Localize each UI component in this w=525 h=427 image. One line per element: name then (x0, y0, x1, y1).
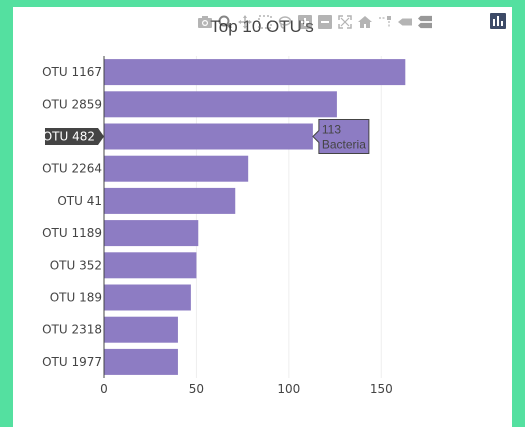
bar-otu-1167[interactable] (104, 59, 406, 86)
hover-axis-label-text: OTU 482 (43, 130, 95, 144)
y-tick-label: OTU 2264 (42, 162, 102, 176)
bars[interactable] (104, 59, 406, 375)
y-tick-label: OTU 352 (50, 258, 102, 272)
plotly-logo-icon[interactable] (490, 13, 506, 29)
y-tick-label: OTU 1167 (42, 65, 102, 79)
hover-compare-icon[interactable] (418, 15, 432, 29)
x-tick-label: 100 (277, 382, 300, 396)
spike-lines-icon[interactable] (378, 15, 392, 29)
bar-otu-189[interactable] (104, 284, 191, 311)
x-tick-label: 150 (370, 382, 393, 396)
lasso-icon[interactable] (278, 15, 292, 29)
x-tick-label: 0 (100, 382, 108, 396)
camera-icon[interactable] (198, 15, 212, 29)
hover-closest-icon[interactable] (398, 15, 412, 29)
bar-otu-482[interactable] (104, 123, 313, 150)
hover-label-text: Bacteria (322, 138, 366, 152)
y-tick-label: OTU 1189 (42, 226, 102, 240)
y-axis: OTU 1167 OTU 2859 OTU 2264 OTU 41 OTU 1189 OT… (42, 65, 102, 369)
bar-otu-1977[interactable] (104, 348, 178, 375)
hover-axis-label: OTU 482 (43, 128, 104, 145)
pan-icon[interactable] (238, 15, 252, 29)
chart-title: Top 10 OTU's (210, 17, 313, 36)
bar-otu-2264[interactable] (104, 155, 249, 182)
y-tick-label: OTU 2859 (42, 97, 102, 111)
bar-otu-2859[interactable] (104, 91, 337, 118)
zoom-out-icon[interactable] (318, 15, 332, 29)
bar-otu-2318[interactable] (104, 316, 178, 343)
autoscale-icon[interactable] (338, 15, 352, 29)
home-icon[interactable] (358, 15, 372, 29)
x-tick-label: 50 (189, 382, 204, 396)
y-tick-label: OTU 1977 (42, 355, 102, 369)
hover-value-text: 113 (322, 123, 341, 137)
zoom-in-icon[interactable] (298, 15, 312, 29)
y-tick-label: OTU 2318 (42, 323, 102, 337)
bar-otu-41[interactable] (104, 187, 236, 214)
y-tick-label: OTU 41 (57, 194, 102, 208)
zoom-icon[interactable] (218, 15, 232, 29)
bar-otu-1189[interactable] (104, 220, 199, 247)
bar-otu-352[interactable] (104, 252, 197, 279)
x-axis: 0 50 100 150 (100, 56, 393, 396)
y-tick-label: OTU 189 (50, 291, 102, 305)
box-select-icon[interactable] (258, 15, 272, 29)
modebar[interactable] (198, 14, 432, 30)
